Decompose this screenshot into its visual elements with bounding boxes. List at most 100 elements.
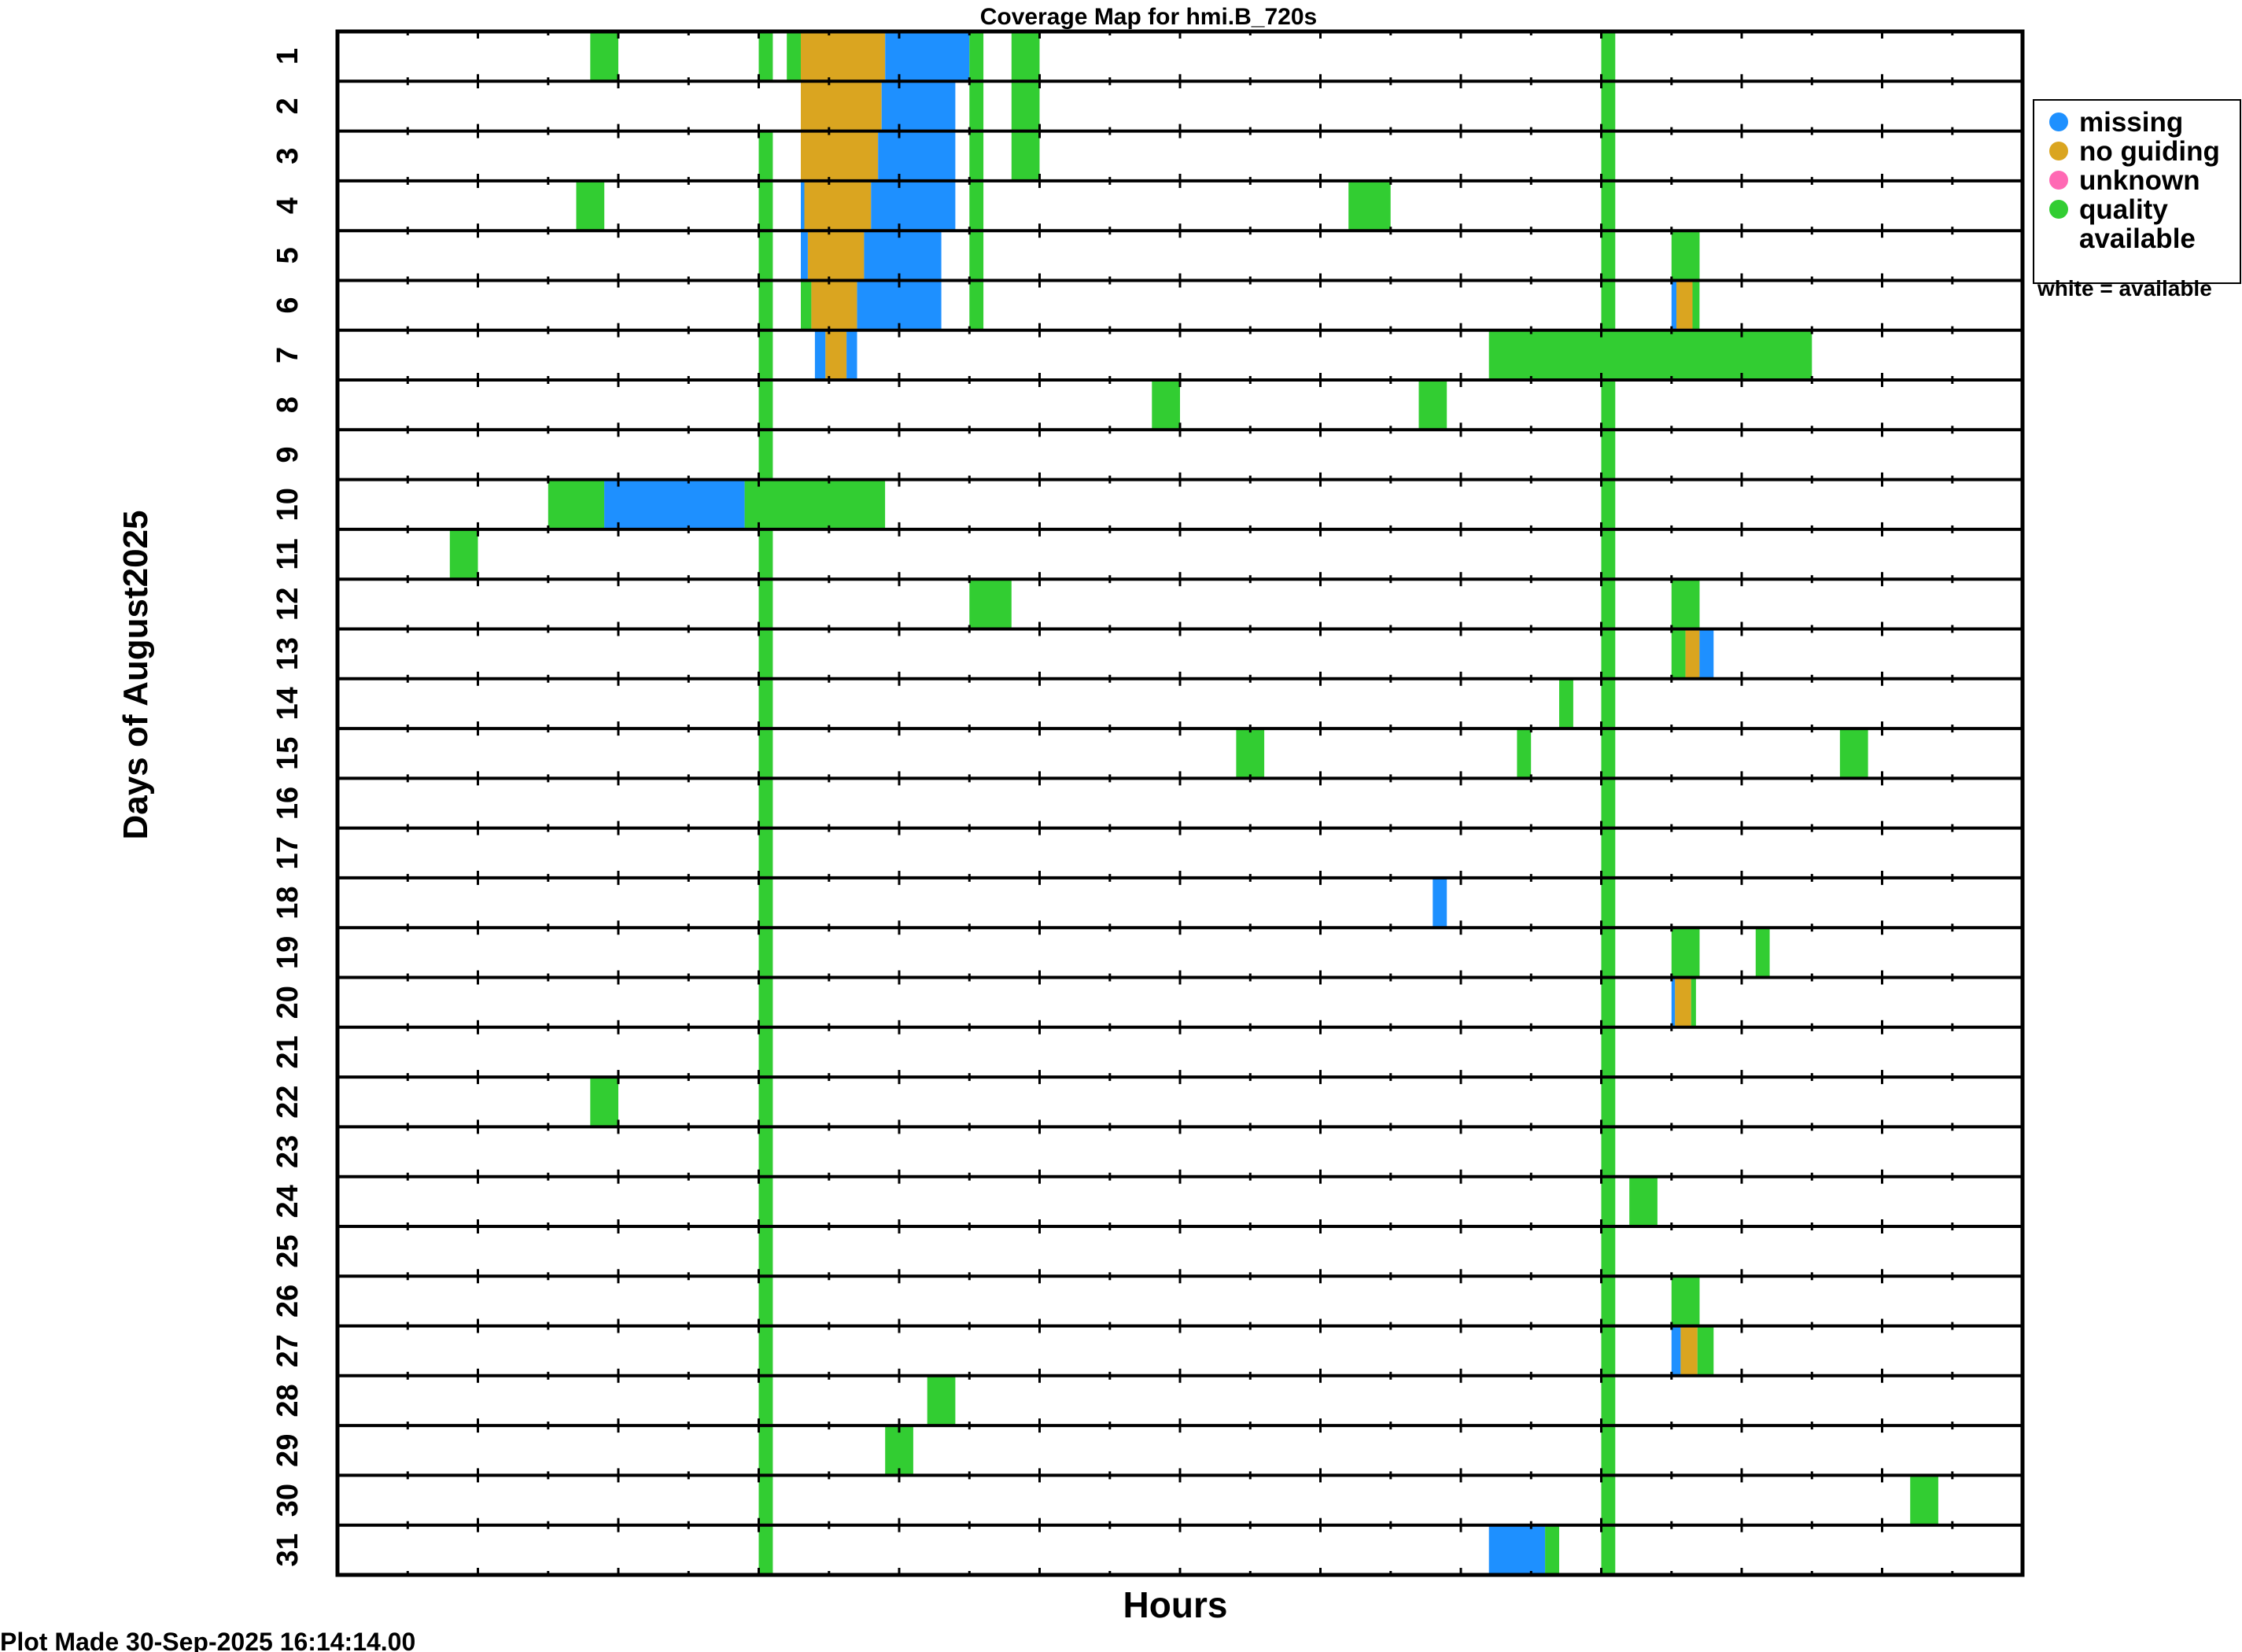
day-label: 2 [271, 98, 304, 114]
segment-no-guiding-day-1 [801, 31, 886, 82]
segment-quality-day-1 [969, 31, 984, 82]
segment-quality-day-9 [758, 430, 773, 480]
segment-quality-day-22 [1601, 1077, 1616, 1127]
day-label: 7 [271, 347, 304, 363]
day-label: 19 [271, 936, 304, 969]
segment-quality-day-23 [1601, 1127, 1616, 1177]
segment-quality-day-27 [758, 1326, 773, 1376]
legend-marker-quality [2049, 200, 2068, 219]
chart-title: Coverage Map for hmi.B_720s [980, 4, 1317, 30]
day-label: 31 [271, 1533, 304, 1566]
segment-quality-day-29 [758, 1425, 773, 1476]
segment-quality-day-17 [1601, 828, 1616, 878]
segment-quality-day-30 [758, 1475, 773, 1525]
segment-missing-day-31 [1488, 1525, 1546, 1575]
segment-quality-day-31 [1545, 1525, 1559, 1575]
segment-quality-day-15 [1839, 728, 1868, 779]
segment-quality-day-1 [1601, 31, 1616, 82]
segment-quality-day-16 [758, 778, 773, 828]
segment-quality-day-1 [1011, 31, 1040, 82]
segment-quality-day-13 [1671, 629, 1686, 679]
segment-quality-day-14 [1601, 678, 1616, 729]
segment-quality-day-14 [1559, 678, 1573, 729]
day-label: 28 [271, 1384, 304, 1417]
segment-quality-day-8 [1601, 380, 1616, 430]
segment-quality-day-27 [1601, 1326, 1616, 1376]
segment-quality-day-20 [1691, 977, 1696, 1027]
segment-quality-day-18 [1601, 877, 1616, 928]
segment-quality-day-28 [1601, 1375, 1616, 1426]
segment-quality-day-24 [1601, 1176, 1616, 1226]
day-label: 3 [271, 148, 304, 164]
segment-quality-day-6 [1601, 280, 1616, 330]
day-label: 29 [271, 1434, 304, 1467]
segment-quality-day-10 [1601, 479, 1616, 529]
day-label: 1 [271, 48, 304, 65]
day-label: 21 [271, 1035, 304, 1068]
day-label: 13 [271, 637, 304, 670]
segment-quality-day-21 [1601, 1027, 1616, 1078]
segment-quality-day-15 [1236, 728, 1265, 779]
segment-quality-day-13 [758, 629, 773, 679]
legend: missing no guiding unknown quality avail… [2033, 99, 2241, 284]
segment-no-guiding-day-4 [804, 180, 872, 231]
legend-label-missing: missing [2079, 107, 2183, 138]
segment-quality-day-5 [969, 230, 984, 281]
day-label: 12 [271, 588, 304, 621]
y-axis-label: Days of August2025 [116, 511, 155, 840]
x-axis-label: Hours [1123, 1584, 1228, 1625]
segment-quality-day-6 [801, 280, 812, 330]
segment-quality-day-30 [1910, 1475, 1938, 1525]
coverage-segments [449, 31, 1938, 1575]
segment-quality-day-2 [1011, 81, 1040, 131]
segment-quality-day-1 [787, 31, 801, 82]
segment-quality-day-4 [1348, 180, 1391, 231]
segment-no-guiding-day-27 [1680, 1326, 1698, 1376]
legend-marker-missing [2049, 112, 2068, 131]
segment-quality-day-1 [590, 31, 618, 82]
segment-missing-day-4 [801, 180, 805, 231]
segment-quality-day-3 [1601, 131, 1616, 181]
day-label: 6 [271, 297, 304, 314]
segment-missing-day-7 [814, 330, 826, 380]
segment-quality-day-6 [969, 280, 984, 330]
segment-quality-day-23 [758, 1127, 773, 1177]
day-label: 25 [271, 1234, 304, 1267]
segment-quality-day-10 [548, 479, 605, 529]
day-label: 17 [271, 836, 304, 869]
legend-label-available: available [2079, 223, 2196, 254]
segment-quality-day-7 [1488, 330, 1812, 380]
segment-missing-day-4 [871, 180, 956, 231]
segment-quality-day-16 [1601, 778, 1616, 828]
day-label: 10 [271, 488, 304, 521]
day-label: 18 [271, 886, 304, 919]
segment-quality-day-19 [1671, 927, 1700, 978]
segment-quality-day-13 [1601, 629, 1616, 679]
segment-quality-day-4 [576, 180, 605, 231]
segment-quality-day-22 [590, 1077, 618, 1127]
segment-quality-day-21 [758, 1027, 773, 1078]
day-label: 23 [271, 1135, 304, 1168]
segment-no-guiding-day-20 [1675, 977, 1691, 1027]
segment-quality-day-29 [885, 1425, 913, 1476]
segment-missing-day-6 [1671, 280, 1676, 330]
segment-missing-day-3 [878, 131, 956, 181]
segment-quality-day-3 [758, 131, 773, 181]
segment-quality-day-5 [1671, 230, 1700, 281]
legend-marker-no-guiding [2049, 142, 2068, 160]
segment-quality-day-10 [744, 479, 886, 529]
segment-quality-day-11 [1601, 529, 1616, 580]
segment-missing-day-5 [864, 230, 942, 281]
day-label: 16 [271, 787, 304, 820]
segment-quality-day-4 [758, 180, 773, 231]
day-label: 22 [271, 1086, 304, 1119]
day-label: 30 [271, 1484, 304, 1517]
segment-quality-day-12 [1671, 579, 1700, 629]
segment-no-guiding-day-3 [801, 131, 879, 181]
segment-quality-day-5 [758, 230, 773, 281]
segment-missing-day-27 [1671, 1326, 1681, 1376]
segment-quality-day-24 [1629, 1176, 1658, 1226]
segment-quality-day-28 [758, 1375, 773, 1426]
segment-quality-day-15 [1601, 728, 1616, 779]
segment-quality-day-6 [1692, 280, 1700, 330]
